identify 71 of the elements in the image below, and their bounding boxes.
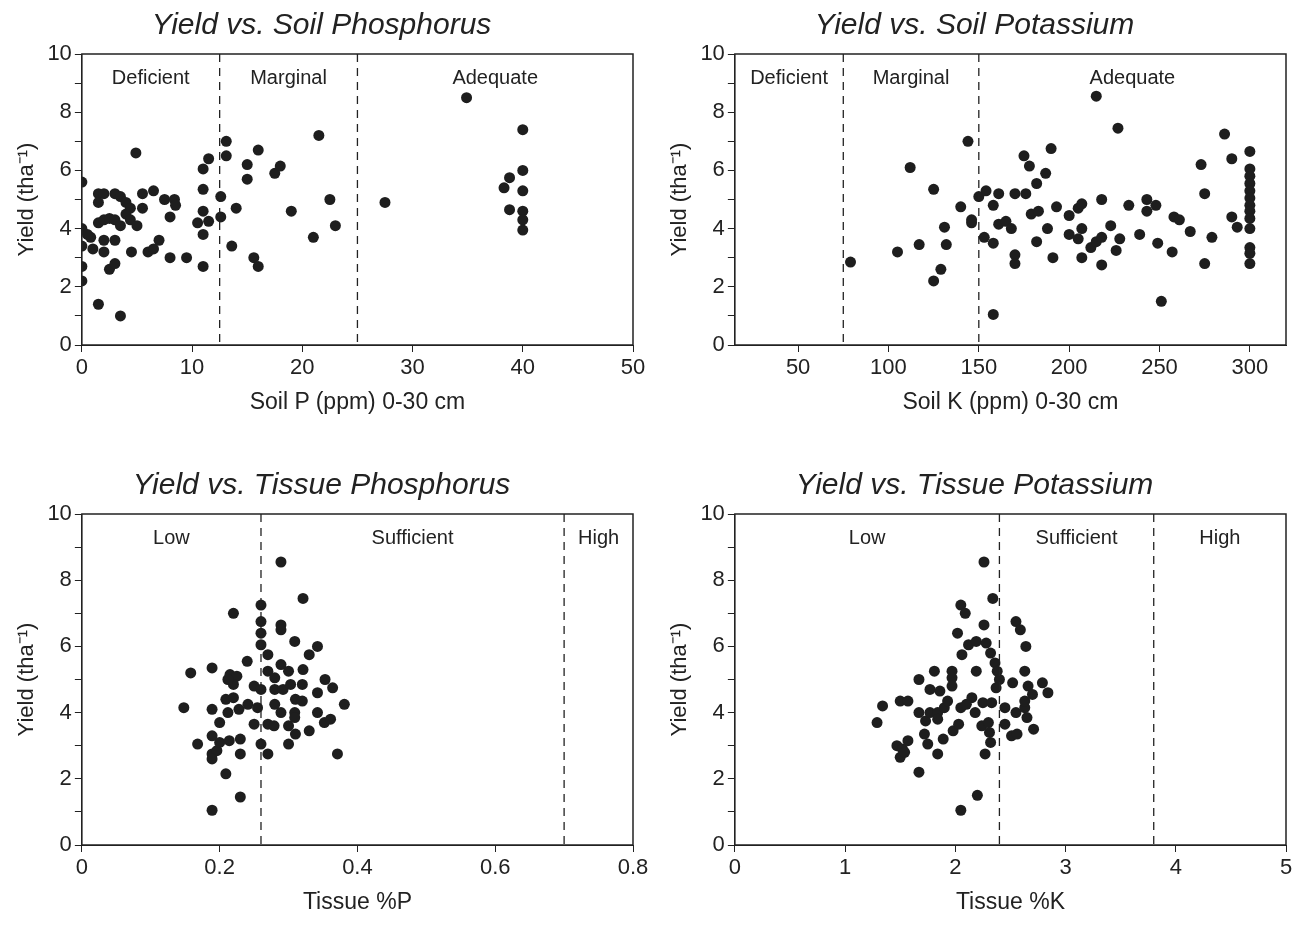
y-tick-label: 0	[59, 331, 72, 357]
annotation: Adequate	[1089, 65, 1176, 88]
y-tick-label: 0	[712, 331, 725, 357]
chart-title: Yield vs. Soil Potassium	[814, 7, 1135, 41]
y-tick-label: 8	[712, 566, 725, 592]
y-tick-label: 2	[712, 764, 725, 790]
y-tick-label: 8	[712, 98, 725, 124]
annotation: Sufficient	[371, 525, 454, 548]
annotation: Adequate	[452, 65, 539, 88]
x-tick-label: 2	[949, 854, 962, 880]
annotation: Marginal	[250, 65, 327, 88]
chart-title: Yield vs. Soil Phosphorus	[151, 7, 492, 41]
y-tick-label: 2	[59, 764, 72, 790]
x-tick-label: 0.6	[479, 854, 511, 880]
y-tick-label: 2	[59, 272, 72, 298]
y-axis-title: Yield (tha⁻¹)	[13, 142, 39, 257]
x-tick-label: 250	[1141, 354, 1178, 380]
y-tick-label: 10	[47, 500, 72, 526]
chart-title: Yield vs. Tissue Potassium	[795, 467, 1154, 501]
y-tick-label: 0	[59, 831, 72, 857]
x-tick-label: 40	[510, 354, 536, 380]
annotation: High	[577, 525, 620, 548]
y-tick-label: 10	[700, 40, 725, 66]
x-tick-label: 20	[290, 354, 315, 380]
x-tick-label: 0	[75, 854, 88, 880]
x-tick-label: 10	[179, 354, 205, 380]
x-tick-label: 30	[400, 354, 425, 380]
chart-title: Yield vs. Tissue Phosphorus	[132, 467, 511, 501]
y-axis-title: Yield (tha⁻¹)	[666, 142, 692, 257]
y-tick-label: 8	[59, 566, 72, 592]
x-tick-label: 100	[870, 354, 907, 380]
annotation: Sufficient	[1035, 525, 1118, 548]
x-tick-label: 150	[960, 354, 998, 380]
annotation: Deficient	[750, 65, 829, 88]
annotation: High	[1199, 525, 1241, 548]
annotation: Marginal	[872, 65, 950, 88]
y-tick-label: 10	[47, 40, 72, 66]
y-tick-label: 0	[712, 831, 725, 857]
x-axis-title: Tissue %K	[955, 887, 1066, 914]
x-tick-label: 200	[1050, 354, 1088, 380]
x-tick-label: 50	[785, 354, 811, 380]
x-tick-label: 0.8	[617, 854, 649, 880]
y-axis-title: Yield (tha⁻¹)	[13, 622, 39, 737]
y-tick-label: 8	[59, 98, 72, 124]
y-tick-label: 6	[59, 156, 72, 182]
x-tick-label: 0.4	[342, 854, 373, 880]
x-tick-label: 300	[1231, 354, 1269, 380]
y-tick-label: 2	[712, 272, 725, 298]
y-axis-title: Yield (tha⁻¹)	[666, 622, 692, 737]
x-tick-label: 4	[1169, 854, 1182, 880]
y-tick-label: 4	[59, 698, 72, 724]
x-tick-label: 0	[728, 854, 741, 880]
x-axis-title: Soil P (ppm) 0-30 cm	[249, 387, 466, 414]
annotation: Low	[848, 525, 887, 548]
y-tick-label: 10	[700, 500, 725, 526]
x-axis-title: Tissue %P	[302, 887, 412, 914]
x-tick-label: 50	[620, 354, 646, 380]
x-tick-label: 0	[75, 354, 88, 380]
y-tick-label: 4	[59, 214, 72, 240]
y-tick-label: 6	[59, 632, 72, 658]
y-tick-label: 4	[712, 698, 725, 724]
annotation: Deficient	[111, 65, 191, 88]
y-tick-label: 4	[712, 214, 725, 240]
x-tick-label: 1	[838, 854, 852, 880]
x-tick-label: 0.2	[204, 854, 235, 880]
x-axis-title: Soil K (ppm) 0-30 cm	[902, 387, 1119, 414]
x-tick-label: 3	[1059, 854, 1072, 880]
y-tick-label: 6	[712, 632, 725, 658]
x-tick-label: 5	[1279, 854, 1293, 880]
y-tick-label: 6	[712, 156, 725, 182]
annotation: Low	[153, 525, 191, 548]
